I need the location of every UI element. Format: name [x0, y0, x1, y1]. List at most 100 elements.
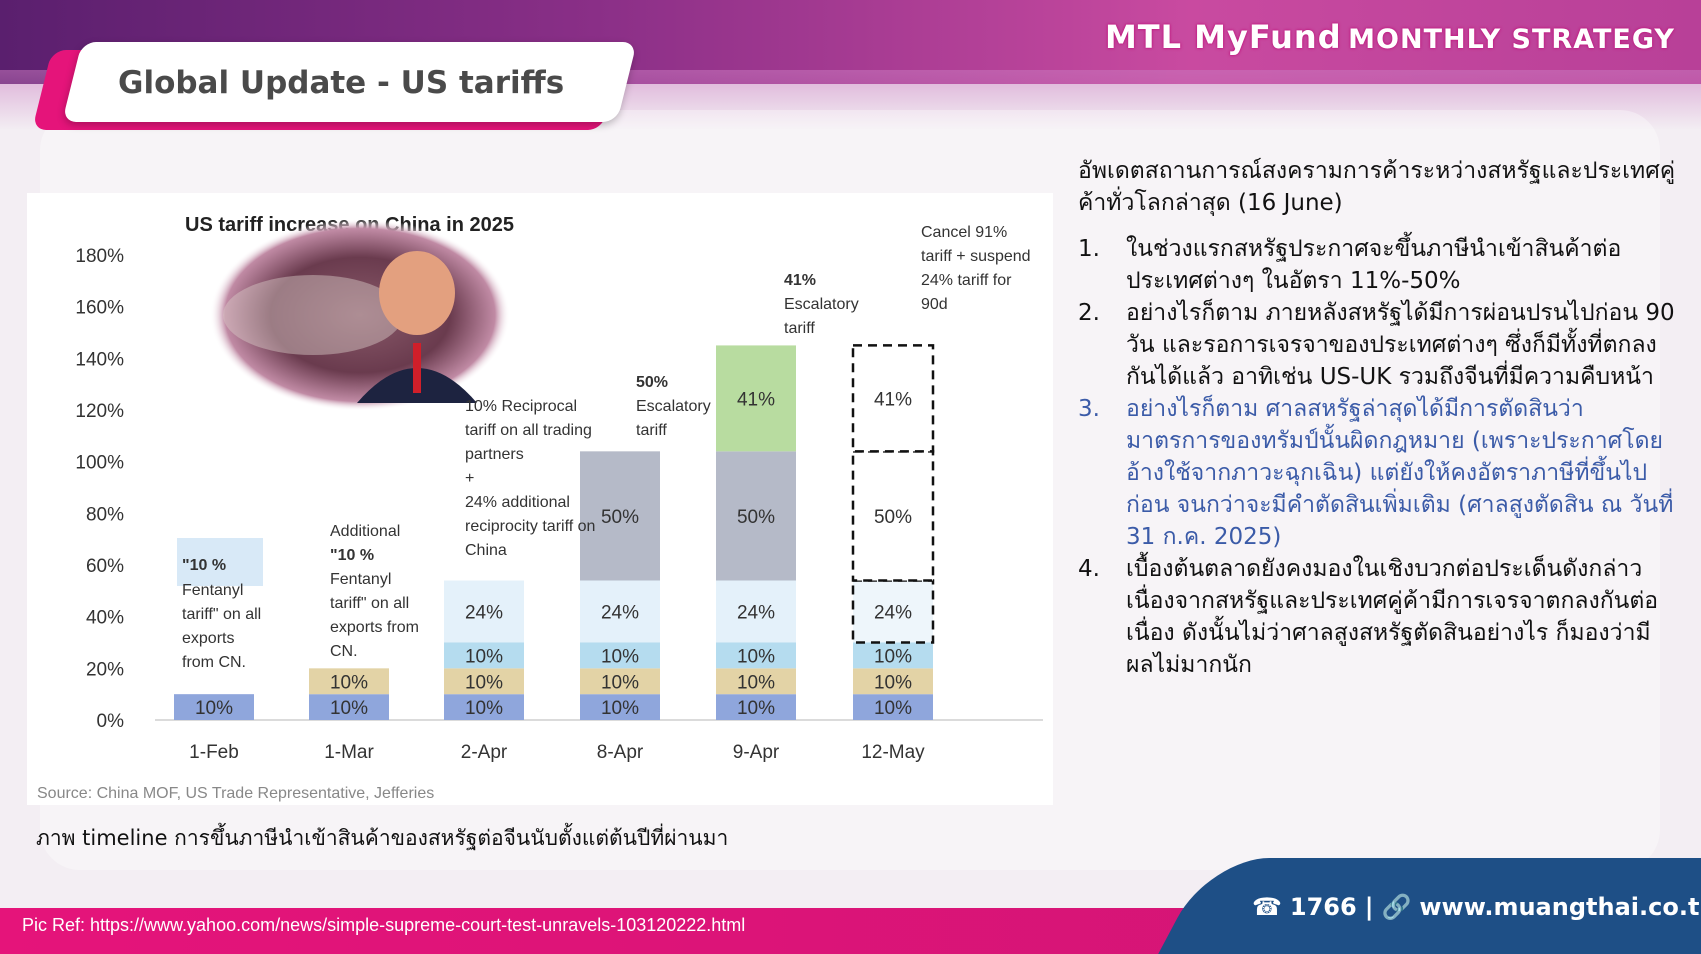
- x-tick-label: 12-May: [861, 742, 925, 763]
- annotation-mar-5: exports from: [330, 619, 419, 636]
- photo-vignette: [210, 219, 510, 411]
- annotation-apr2-3: partners: [465, 446, 524, 463]
- bar-segment: [716, 642, 796, 669]
- bar-value-label: 10%: [465, 672, 503, 693]
- point-text: อย่างไรก็ตาม ศาลสหรัฐล่าสุดได้มีการตัดสิ…: [1126, 396, 1674, 550]
- summary-point: 4. เบื้องต้นตลาดยังคงมองในเชิงบวกต่อประเ…: [1078, 553, 1678, 681]
- bar-value-label: 10%: [601, 646, 639, 667]
- bar-value-label: 10%: [330, 698, 368, 719]
- point-number: 2.: [1078, 300, 1100, 326]
- annotation-apr9-2: Escalatory: [784, 296, 859, 313]
- bar-segment: [444, 580, 524, 643]
- annotation-mar-6: CN.: [330, 643, 358, 660]
- bar-segment: [716, 668, 796, 695]
- chart-caption: ภาพ timeline การขึ้นภาษีนำเข้าสินค้าของส…: [36, 826, 729, 850]
- bar-segment: [580, 580, 660, 643]
- bar-value-label: 10%: [874, 646, 912, 667]
- annotation-apr8-3: tariff: [636, 422, 667, 439]
- bars-group: 10% 10% 10% 10% 10% 10% 24% 10% 10% 10% 24% 50% 10% 1…: [174, 344, 935, 720]
- annotation-apr8-1: 50%: [636, 374, 668, 391]
- link-icon: 🔗: [1381, 893, 1412, 921]
- annotations: "10 % Fentanyl tariff" on all exports fr…: [177, 224, 1031, 671]
- x-tick-label: 1-Feb: [189, 742, 239, 763]
- bar-segment: [174, 694, 254, 720]
- point-number: 4.: [1078, 556, 1100, 582]
- bar-segment: [444, 642, 524, 669]
- x-tick-label: 1-Mar: [324, 742, 374, 763]
- annotation-feb-4: exports: [182, 630, 234, 647]
- annotation-may-4: 90d: [921, 296, 948, 313]
- bar-segment: [853, 694, 933, 720]
- bar-value-label: 24%: [737, 603, 775, 624]
- summary-point: 1. ในช่วงแรกสหรัฐประกาศจะขึ้นภาษีนำเข้าส…: [1078, 233, 1678, 297]
- point-text: ในช่วงแรกสหรัฐประกาศจะขึ้นภาษีนำเข้าสินค…: [1126, 236, 1622, 294]
- point-number: 3.: [1078, 396, 1100, 422]
- bar-value-label: 10%: [465, 646, 503, 667]
- bar-segment: [444, 694, 524, 720]
- bar-value-label: 10%: [601, 672, 639, 693]
- brand-sub: MONTHLY STRATEGY: [1348, 24, 1675, 55]
- y-tick-label: 40%: [86, 608, 124, 629]
- bar-segment: [580, 694, 660, 720]
- bar-segment: [853, 668, 933, 695]
- bar-segment: [716, 345, 796, 452]
- bar-value-label: 50%: [874, 507, 912, 528]
- point-number: 1.: [1078, 236, 1100, 262]
- x-tick-label: 9-Apr: [733, 742, 780, 763]
- bar-segment: [853, 642, 933, 669]
- bar-value-label: 24%: [874, 603, 912, 624]
- x-axis: 1-Feb 1-Mar 2-Apr 8-Apr 9-Apr 12-May: [189, 742, 925, 763]
- point-text: เบื้องต้นตลาดยังคงมองในเชิงบวกต่อประเด็น…: [1126, 556, 1659, 678]
- y-tick-label: 20%: [86, 659, 124, 680]
- y-tick-label: 80%: [86, 504, 124, 525]
- summary-intro: อัพเดตสถานการณ์สงครามการค้าระหว่างสหรัฐแ…: [1078, 158, 1676, 216]
- bar-segment: [580, 642, 660, 669]
- contact-info: ☎ 1766 | 🔗 www.muangthai.co.th: [1252, 893, 1701, 921]
- y-tick-label: 60%: [86, 556, 124, 577]
- bar-value-label: 41%: [737, 389, 775, 410]
- bar-value-label: 10%: [737, 698, 775, 719]
- bar-segment: [580, 451, 660, 581]
- bar-value-label: 24%: [601, 603, 639, 624]
- phone-number[interactable]: 1766: [1289, 893, 1357, 921]
- annotation-apr2-5: 24% additional: [465, 494, 570, 511]
- bar-segment: [580, 668, 660, 695]
- bar-value-label: 10%: [330, 672, 368, 693]
- annotation-may-3: 24% tariff for: [921, 272, 1012, 289]
- annotation-apr2-2: tariff on all trading: [465, 422, 592, 439]
- bar-value-label: 10%: [737, 672, 775, 693]
- y-tick-label: 120%: [75, 401, 124, 422]
- pic-reference: Pic Ref: https://www.yahoo.com/news/simp…: [22, 915, 746, 935]
- annotation-may-1: Cancel 91%: [921, 224, 1007, 241]
- bar-segment: [851, 579, 935, 644]
- x-tick-label: 2-Apr: [461, 742, 508, 763]
- brand-main: MTL MyFund: [1104, 18, 1342, 56]
- bar-segment: [716, 580, 796, 643]
- bar-value-label: 10%: [737, 646, 775, 667]
- annotation-mar-4: tariff" on all: [330, 595, 409, 612]
- annotation-highlight: [177, 538, 263, 586]
- point-text: อย่างไรก็ตาม ภายหลังสหรัฐได้มีการผ่อนปรน…: [1126, 300, 1675, 390]
- annotation-apr2-4: +: [465, 470, 474, 487]
- x-tick-label: 8-Apr: [597, 742, 644, 763]
- bar-value-label: 24%: [465, 603, 503, 624]
- annotation-mar-2: "10 %: [330, 547, 374, 564]
- annotation-apr9-3: tariff: [784, 320, 815, 337]
- annotation-may-2: tariff + suspend: [921, 248, 1031, 265]
- y-tick-label: 0%: [97, 711, 125, 732]
- summary-point: 2. อย่างไรก็ตาม ภายหลังสหรัฐได้มีการผ่อน…: [1078, 297, 1678, 393]
- contact-separator: |: [1364, 893, 1374, 921]
- bar-value-label: 41%: [874, 389, 912, 410]
- bar-value-label: 10%: [465, 698, 503, 719]
- annotation-feb-2: Fentanyl: [182, 582, 243, 599]
- bar-segment: [716, 451, 796, 581]
- y-tick-label: 180%: [75, 246, 124, 267]
- bar-value-label: 10%: [874, 698, 912, 719]
- website-link[interactable]: www.muangthai.co.th: [1419, 893, 1701, 921]
- bar-value-label: 10%: [601, 698, 639, 719]
- bar-segment: [716, 694, 796, 720]
- chart-source: Source: China MOF, US Trade Representati…: [37, 785, 434, 802]
- bar-segment: [309, 668, 389, 695]
- y-axis: 0% 20% 40% 60% 80% 100% 120% 140% 160% 180%: [75, 246, 124, 732]
- summary-point-highlight: 3. อย่างไรก็ตาม ศาลสหรัฐล่าสุดได้มีการตั…: [1078, 393, 1678, 553]
